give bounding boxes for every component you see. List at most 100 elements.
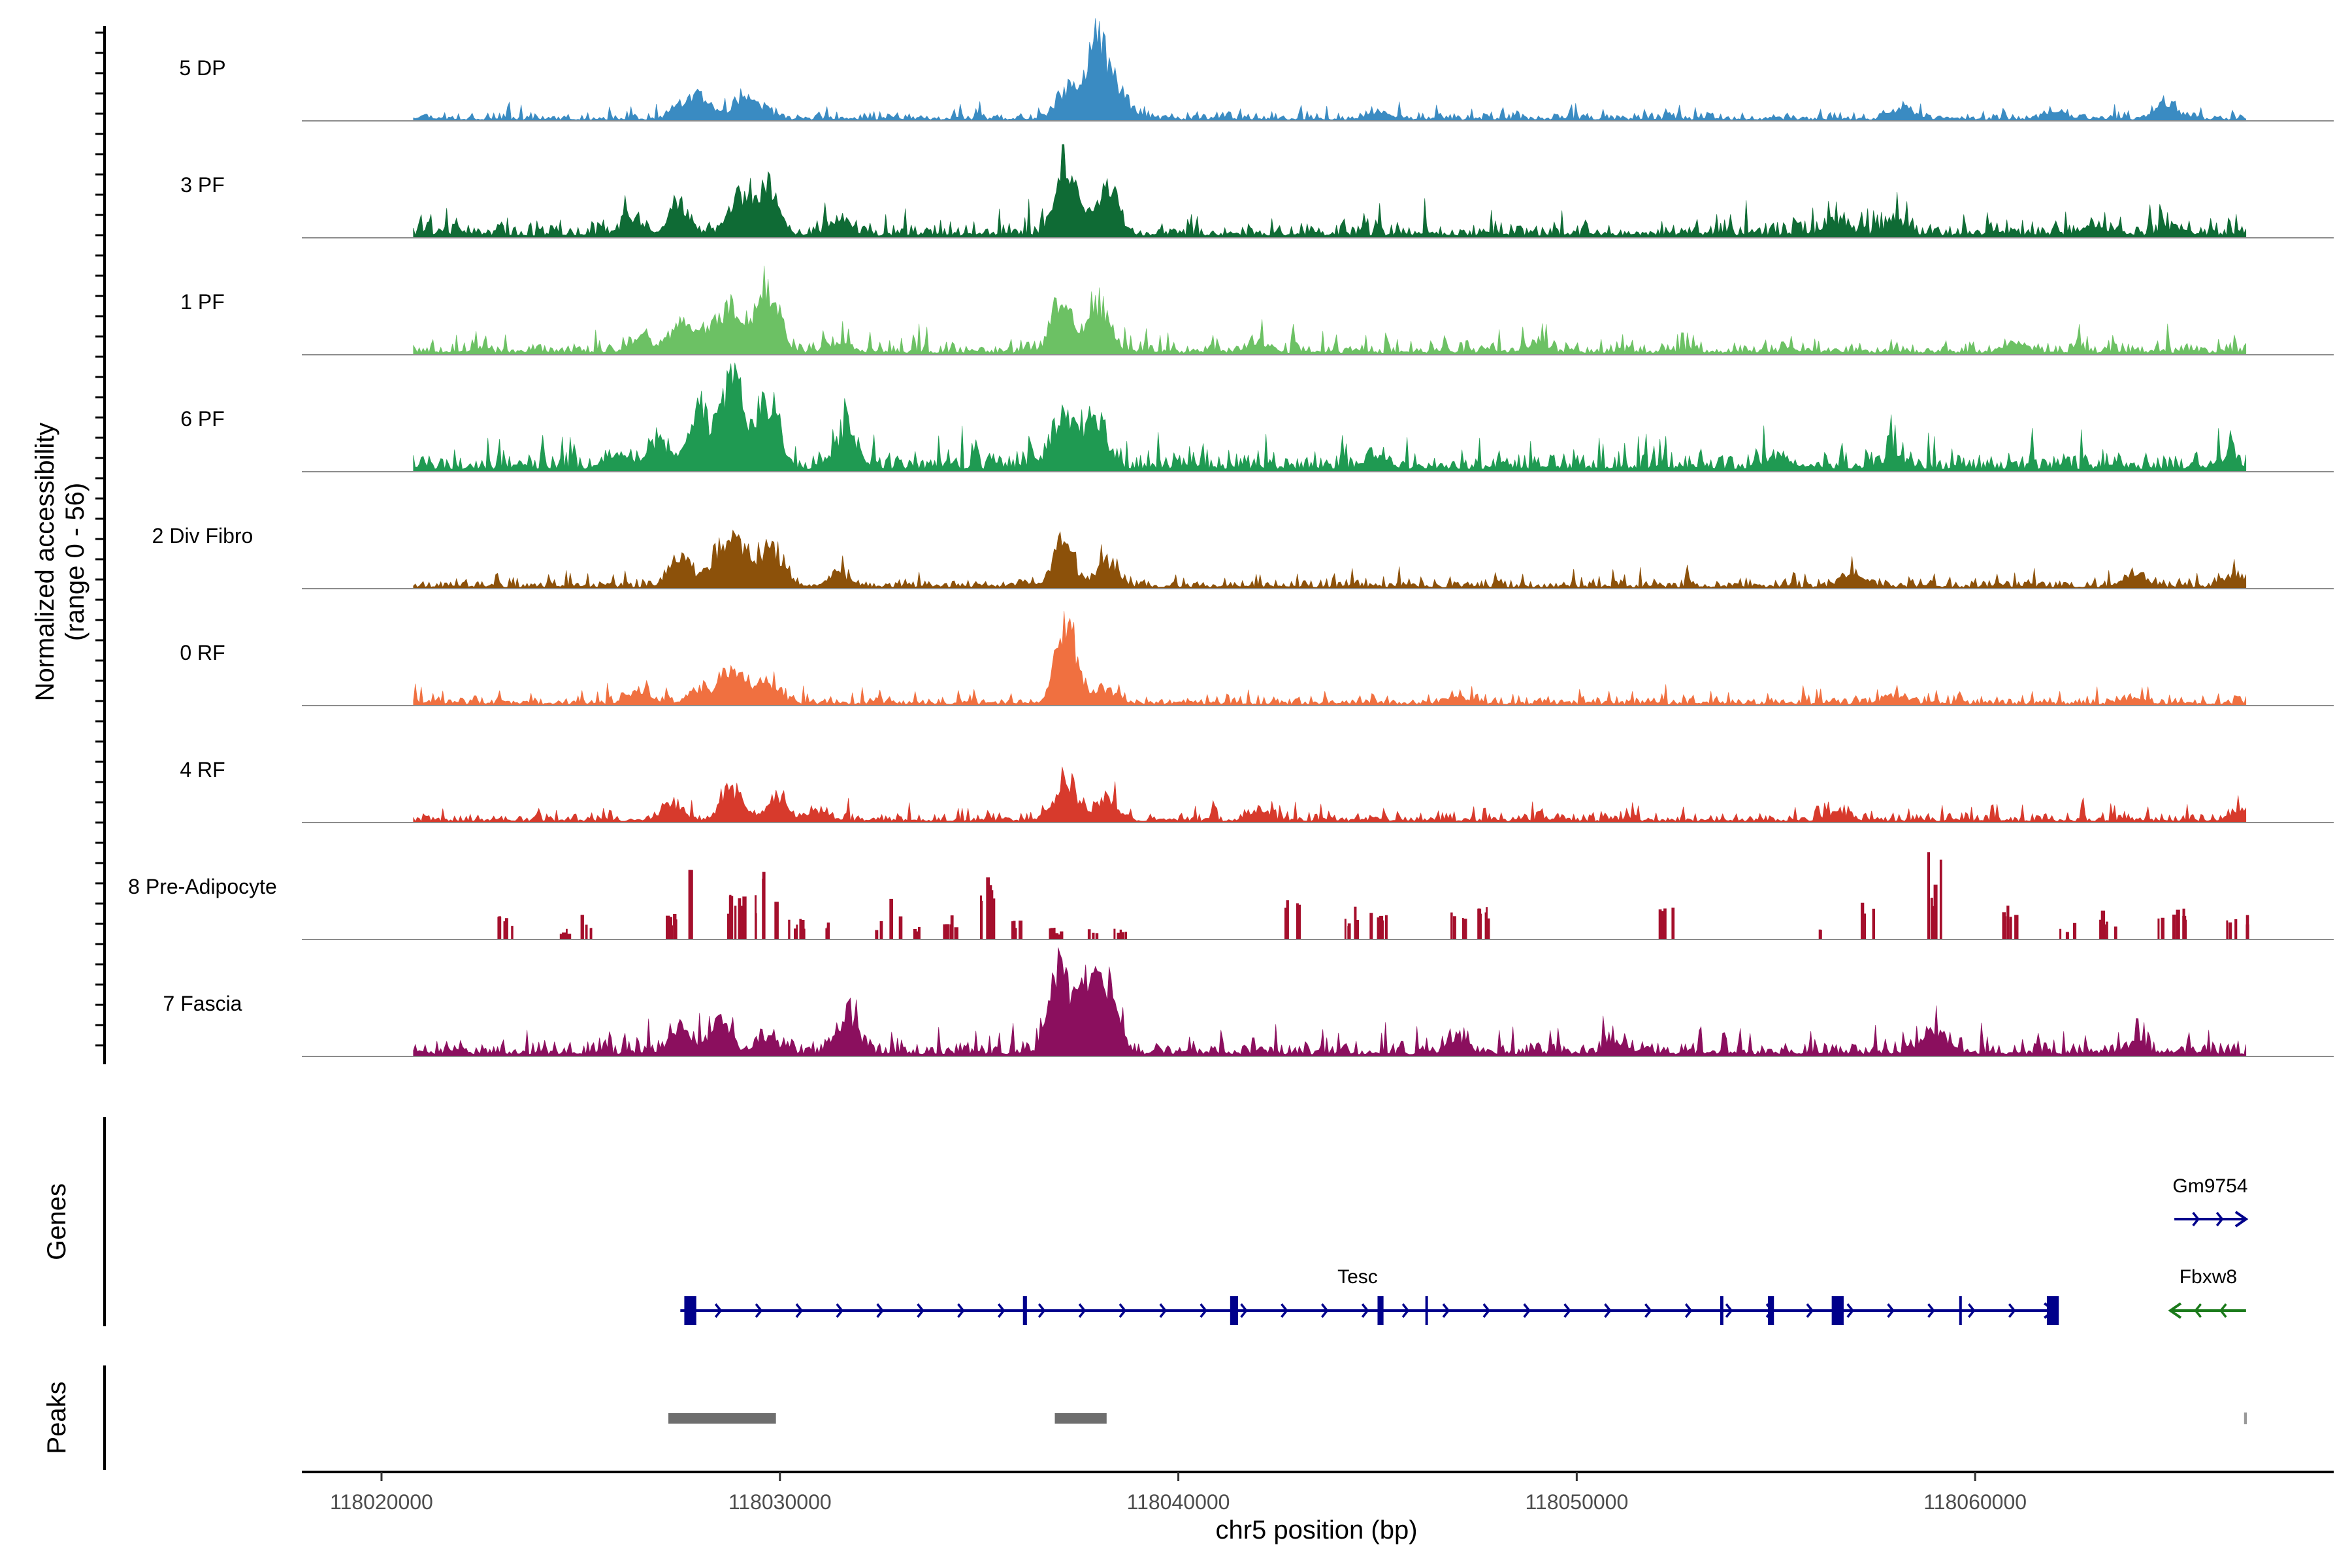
track-label: 3 PF [180,173,225,197]
track-label: 8 Pre-Adipocyte [128,875,277,898]
strand-arrow [1361,1303,1369,1318]
gene-label: Fbxw8 [2180,1266,2237,1288]
strand-arrow [1320,1303,1329,1318]
track-label: 4 RF [180,758,225,781]
peaks-panel-title: Peaks [42,1381,71,1454]
coverage-area [413,529,2247,589]
strand-arrow [1968,1303,1976,1318]
x-axis-title: chr5 position (bp) [1215,1516,1417,1544]
x-axis-ticks: 118020000 118030000 118040000 118050000 1180… [330,1472,2027,1514]
coverage-area [497,852,2249,940]
strand-arrow [1684,1303,1693,1318]
track-label: 7 Fascia [163,992,242,1015]
track-0-rf: 0 RF [180,611,2334,706]
x-tick-label: 118050000 [1525,1490,1628,1514]
gene-gm9754: Gm9754 [2172,1175,2249,1228]
track-label: 1 PF [180,290,225,314]
coverage-area [413,947,2247,1057]
strand-arrow [1644,1303,1652,1318]
strand-arrow [1037,1303,1046,1318]
strand-arrow [1846,1303,1854,1318]
track-3-pf: 3 PF [180,144,2334,238]
coverage-area [413,18,2247,122]
track-label: 0 RF [180,641,225,664]
strand-arrow [1725,1303,1733,1318]
y-axis-title-line2: (range 0 - 56) [61,483,90,641]
coverage-area [413,144,2247,238]
strand-arrow [2215,1211,2224,1227]
track-7-fascia: 7 Fascia [163,947,2334,1057]
coverage-area [413,611,2247,706]
coverage-tracks: 5 DP 3 PF 1 PF 6 PF 2 Div Fibro 0 RF 4 RF 8 Pre… [128,18,2334,1057]
track-4-rf: 4 RF [180,758,2334,823]
strand-arrow [1927,1303,1935,1318]
track-8-pre-adipocyte: 8 Pre-Adipocyte [128,852,2334,940]
track-5-dp: 5 DP [179,18,2334,122]
strand-arrow [957,1303,965,1318]
strand-arrow [1078,1303,1086,1318]
peak-region [1054,1413,1107,1424]
exon [1831,1296,1844,1325]
coverage-area [413,265,2247,355]
strand-arrow [917,1303,924,1318]
gene-fbxw8: Fbxw8 [2168,1266,2246,1319]
gene-label: Gm9754 [2172,1175,2247,1197]
x-tick-label: 118060000 [1923,1490,2027,1514]
peak-region [2244,1413,2247,1424]
gene-annotations: Tesc Gm9754 Fbxw8 [680,1175,2249,1325]
track-label: 5 DP [179,56,225,80]
exon [1377,1296,1384,1325]
peak-region [668,1413,776,1424]
exon [1959,1296,1962,1325]
strand-arrow [2192,1211,2200,1227]
x-tick-label: 118030000 [728,1490,832,1514]
x-tick-label: 118020000 [330,1490,433,1514]
strand-arrow [1442,1303,1450,1318]
strand-arrow [1563,1303,1571,1318]
strand-arrow [1482,1303,1491,1318]
strand-arrow [2008,1303,2016,1318]
strand-arrow [1604,1303,1612,1318]
exon [1022,1296,1027,1325]
strand-arrow [1401,1303,1410,1318]
exon [684,1296,696,1325]
track-6-pf: 6 PF [180,363,2334,472]
track-1-pf: 1 PF [180,265,2334,355]
strand-arrow [1200,1303,1207,1318]
strand-arrow-end [2168,1302,2182,1319]
coverage-y-axis [95,26,106,1064]
strand-arrow [1240,1303,1248,1318]
track-2-div-fibro: 2 Div Fibro [152,524,2334,589]
x-tick-label: 118040000 [1127,1490,1230,1514]
strand-arrow-end [2234,1211,2249,1228]
strand-arrow [795,1303,804,1318]
strand-arrow [2219,1303,2227,1318]
strand-arrow [1281,1303,1288,1318]
strand-arrow [755,1303,763,1318]
coverage-area [413,363,2247,472]
strand-arrow [876,1303,884,1318]
strand-arrow [2194,1303,2202,1318]
exon [1720,1296,1723,1325]
gene-tesc: Tesc [680,1266,2059,1325]
strand-arrow [1119,1303,1127,1318]
track-label: 2 Div Fibro [152,524,253,547]
strand-arrow [1523,1303,1531,1318]
peak-regions [668,1413,2247,1424]
coverage-area [413,766,2247,823]
exon [1230,1296,1239,1325]
y-axis-title-line1: Normalized accessibility [31,423,59,702]
exon [1768,1296,1774,1325]
strand-arrow [1806,1303,1814,1318]
genes-panel-title: Genes [42,1183,71,1260]
track-label: 6 PF [180,407,225,431]
exon [2046,1296,2059,1325]
strand-arrow [1887,1303,1895,1318]
strand-arrow [836,1303,844,1318]
strand-arrow [997,1303,1005,1318]
gene-label: Tesc [1337,1266,1378,1288]
strand-arrow [714,1303,723,1318]
strand-arrow [1159,1303,1168,1318]
exon [1425,1296,1428,1325]
